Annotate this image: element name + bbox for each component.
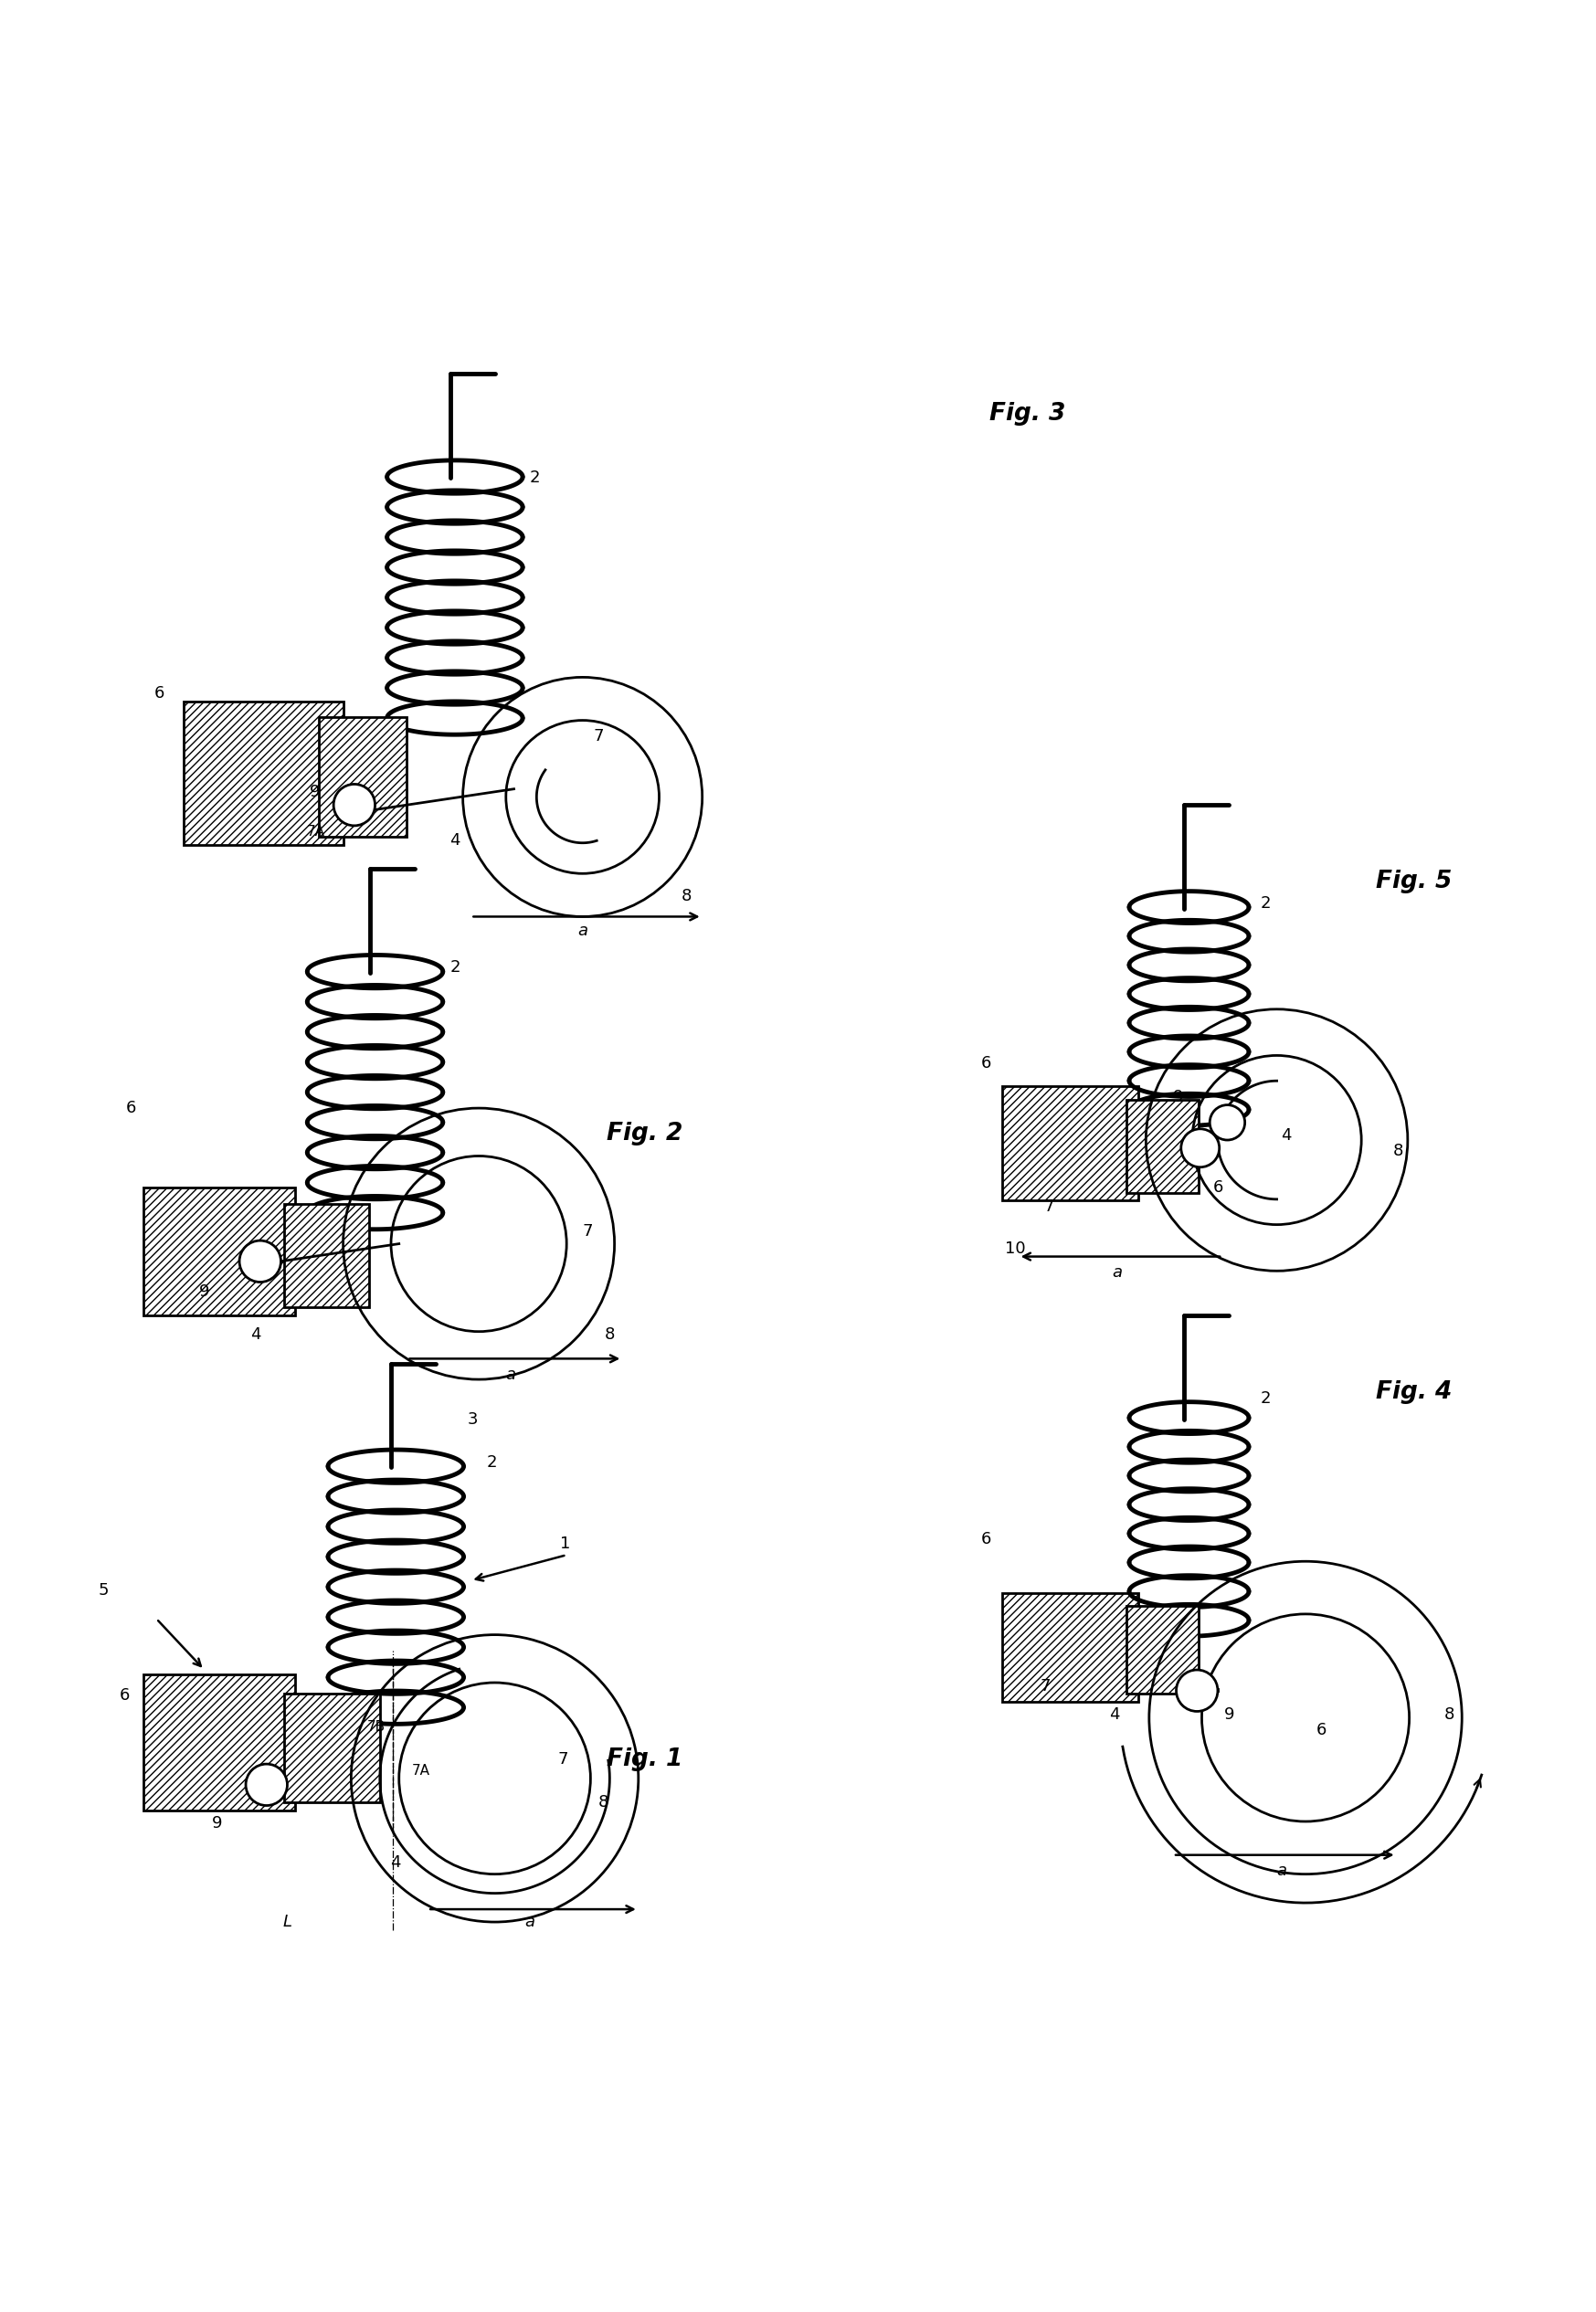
Text: 6: 6 [126,1101,136,1117]
Text: 5: 5 [99,1581,109,1598]
Text: a: a [1277,1863,1286,1880]
Text: 8: 8 [681,888,691,904]
Circle shape [239,1242,281,1283]
Circle shape [1181,1128,1219,1168]
Bar [284,1205,369,1309]
Circle shape [246,1764,287,1806]
Text: 9: 9 [310,784,319,800]
Text: 7: 7 [1044,1200,1053,1216]
Circle shape [334,784,375,825]
Polygon shape [1130,892,1248,1124]
Text: 2: 2 [487,1454,496,1470]
Text: 2: 2 [1261,1390,1270,1406]
Text: 2: 2 [450,959,460,976]
Text: 9: 9 [212,1815,222,1831]
Text: 7A: 7A [306,825,326,839]
Bar [284,1695,380,1803]
Text: a: a [525,1914,535,1931]
Text: 4: 4 [1282,1126,1291,1144]
Text: 7: 7 [594,728,603,744]
Text: 9: 9 [200,1283,209,1299]
Text: 1: 1 [560,1535,570,1551]
Text: 6: 6 [155,684,164,701]
Text: 8: 8 [1444,1706,1454,1722]
Text: 6: 6 [1317,1722,1326,1739]
Text: 7: 7 [1041,1679,1050,1695]
Text: 10: 10 [1005,1239,1025,1258]
Text: 2: 2 [530,469,539,486]
Text: a: a [578,922,587,939]
Text: Fig. 5: Fig. 5 [1376,869,1452,892]
Bar [144,1674,295,1810]
Bar [319,717,407,837]
Text: 3: 3 [468,1410,477,1427]
Circle shape [1210,1105,1245,1140]
Text: 9: 9 [1173,1089,1183,1105]
Text: a: a [506,1366,516,1383]
Bar [184,701,343,844]
Text: 4: 4 [1109,1706,1119,1722]
Text: 7: 7 [583,1223,592,1239]
Text: 8: 8 [605,1327,614,1343]
Polygon shape [386,462,522,733]
Text: Fig. 4: Fig. 4 [1376,1380,1452,1403]
Text: 6: 6 [982,1054,991,1073]
Polygon shape [327,1452,463,1722]
Bar [1002,1087,1138,1200]
Text: a: a [1112,1265,1122,1281]
Text: 6: 6 [120,1688,129,1704]
Text: 8: 8 [1393,1142,1403,1158]
Polygon shape [1130,1403,1248,1635]
Text: 7B: 7B [367,1720,386,1734]
Text: 8: 8 [598,1794,608,1810]
Text: 2: 2 [1261,895,1270,911]
Text: L: L [282,1914,292,1931]
Text: 9: 9 [1224,1706,1234,1722]
Bar [1127,1607,1199,1695]
Text: Fig. 3: Fig. 3 [990,402,1066,425]
Text: 6: 6 [982,1531,991,1547]
Bar [1127,1101,1199,1193]
Bar [144,1188,295,1316]
Text: 4: 4 [391,1854,401,1870]
Text: Fig. 1: Fig. 1 [606,1748,683,1771]
Polygon shape [306,957,442,1228]
Text: Fig. 2: Fig. 2 [606,1121,683,1144]
Circle shape [1176,1669,1218,1711]
Text: 4: 4 [450,832,460,849]
Text: 7: 7 [559,1750,568,1766]
Text: 7A: 7A [412,1764,431,1778]
Text: 6: 6 [1213,1179,1223,1195]
Text: 4: 4 [251,1327,260,1343]
Bar [1002,1593,1138,1702]
